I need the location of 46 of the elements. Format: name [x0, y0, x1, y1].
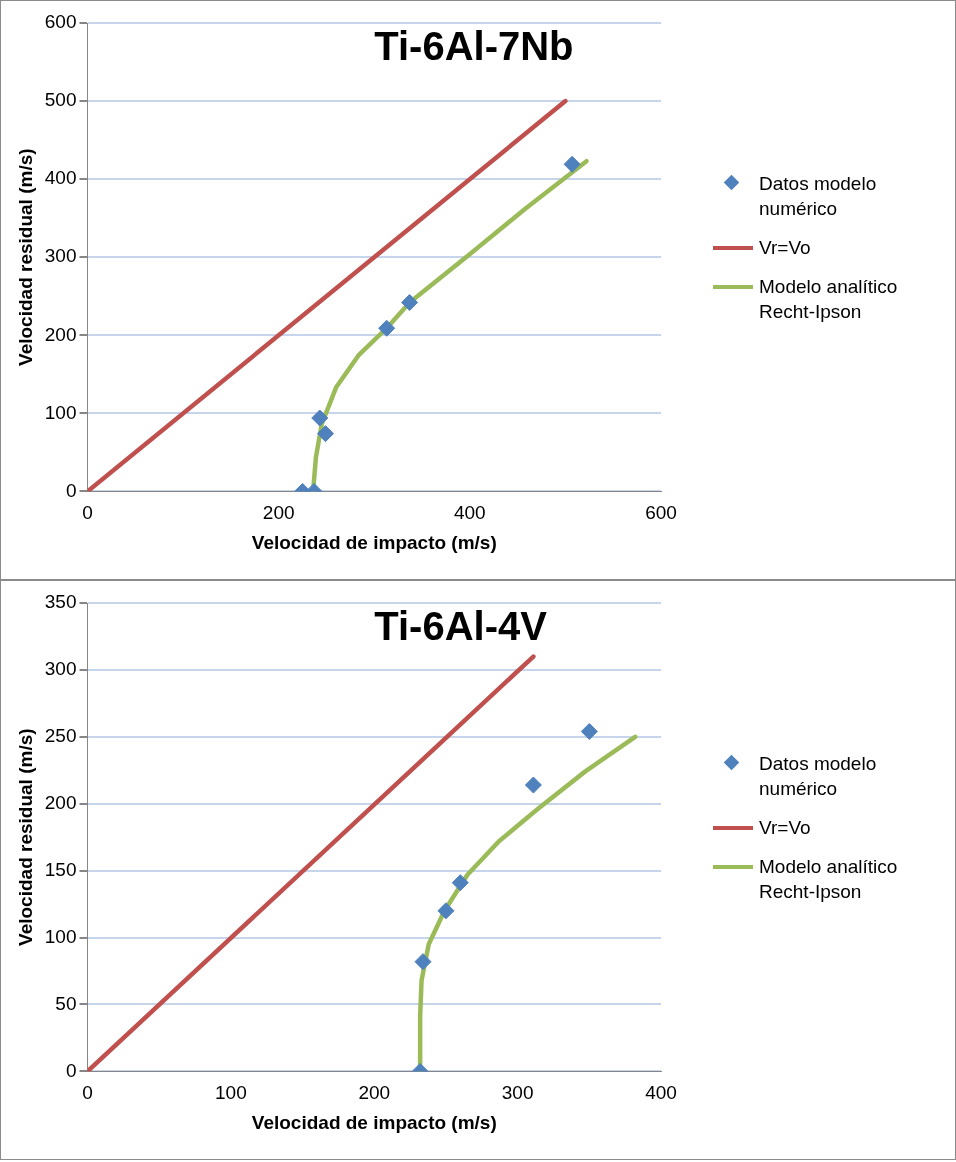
- point: [437, 902, 455, 920]
- y-tick-label: 50: [55, 992, 77, 1014]
- x-tick-label: 200: [358, 1082, 391, 1104]
- x-tick-label: 300: [501, 1082, 534, 1104]
- legend-label: Vr=Vo: [759, 817, 811, 838]
- x-tick-label: 600: [645, 502, 677, 524]
- x-tick-label: 0: [82, 1082, 93, 1104]
- y-tick-label: 200: [44, 323, 77, 345]
- point: [563, 155, 581, 173]
- point: [451, 874, 469, 892]
- y-axis-title: Velocidad residual (m/s): [14, 728, 36, 946]
- legend-label: Vr=Vo: [759, 237, 811, 258]
- point: [378, 319, 396, 337]
- point: [580, 722, 598, 740]
- x-tick-label: 0: [82, 502, 93, 524]
- legend-label: Datos modelo numérico: [759, 753, 877, 799]
- y-tick-label: 200: [44, 791, 77, 813]
- point: [317, 425, 334, 443]
- y-tick-label: 400: [44, 167, 77, 189]
- x-tick-label: 200: [262, 502, 295, 524]
- y-tick-label: 0: [65, 1059, 77, 1081]
- chart-title: Ti-6Al-7Nb: [374, 24, 574, 69]
- y-tick-label: 100: [44, 401, 77, 423]
- x-tick-label: 100: [215, 1082, 247, 1104]
- legend-label: Datos modelo numérico: [759, 173, 877, 219]
- y-tick-label: 300: [44, 658, 77, 680]
- chart-title: Ti-6Al-4V: [374, 604, 548, 649]
- x-axis-title: Velocidad de impacto (m/s): [251, 531, 497, 553]
- y-axis-title: Velocidad residual (m/s): [14, 148, 36, 366]
- y-tick-label: 600: [44, 11, 77, 33]
- y-tick-label: 100: [44, 925, 77, 947]
- y-tick-label: 250: [44, 725, 77, 747]
- x-tick-label: 400: [453, 502, 486, 524]
- y-tick-label: 150: [44, 858, 77, 880]
- y-tick-label: 0: [65, 479, 77, 501]
- point: [524, 776, 542, 794]
- legend-label: Modelo analítico Recht-Ipson: [759, 856, 898, 902]
- point: [401, 293, 419, 311]
- legend-label: Modelo analítico Recht-Ipson: [759, 276, 898, 322]
- point: [311, 409, 329, 427]
- y-tick-label: 350: [44, 591, 77, 613]
- point: [414, 953, 432, 971]
- x-axis-title: Velocidad de impacto (m/s): [251, 1111, 497, 1133]
- y-tick-label: 500: [44, 89, 77, 111]
- y-tick-label: 300: [44, 245, 77, 267]
- x-tick-label: 400: [645, 1082, 677, 1104]
